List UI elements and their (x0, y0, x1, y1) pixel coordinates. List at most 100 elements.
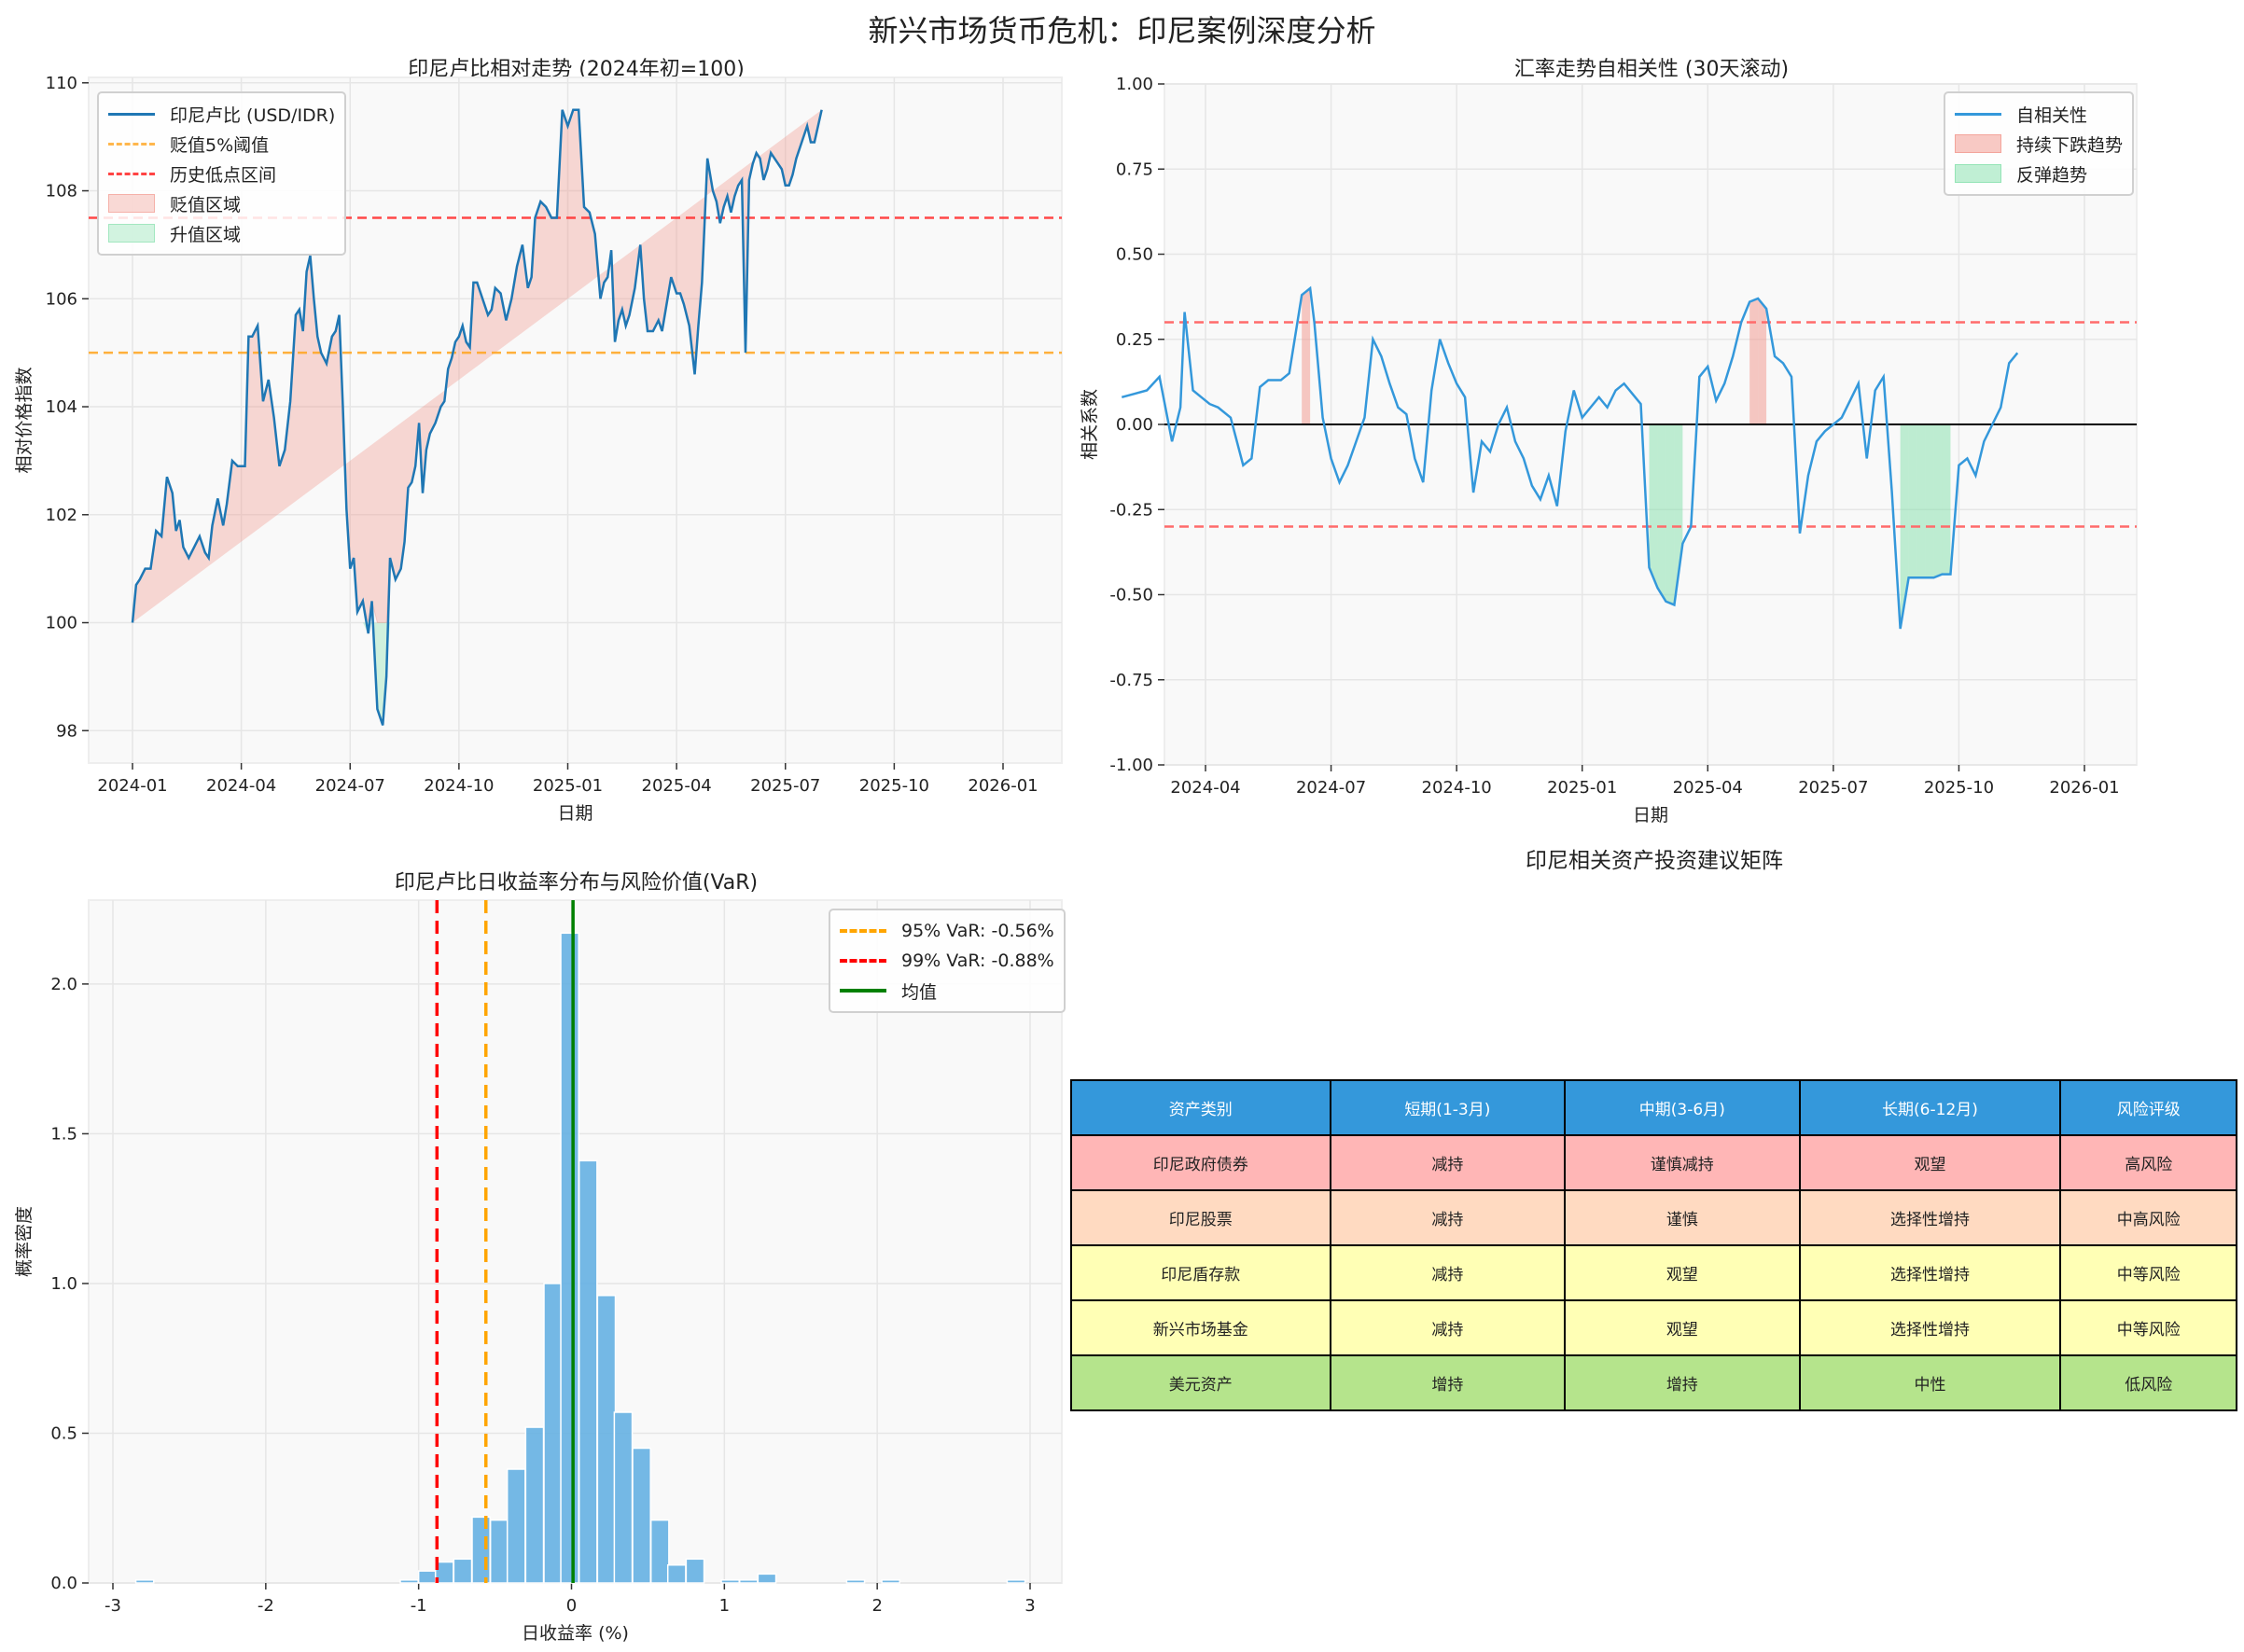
table-cell: 中性 (1798, 1354, 2062, 1411)
legend-label: 95% VaR: -0.56% (901, 921, 1054, 941)
legend-label: 反弹趋势 (2016, 164, 2088, 186)
legend-label: 均值 (901, 981, 938, 1003)
x-tick-label: 2024-01 (97, 776, 167, 796)
legend-label: 印尼卢比 (USD/IDR) (170, 104, 336, 126)
y-tick-label: 0.75 (1116, 160, 1153, 179)
table-cell: 印尼政府债券 (1070, 1134, 1331, 1191)
table-cell: 美元资产 (1070, 1354, 1331, 1411)
histogram-bar (417, 1570, 438, 1584)
x-tick-label: 2024-10 (1422, 778, 1492, 798)
histogram-bar (666, 1563, 687, 1584)
x-tick-label: 2024-07 (1296, 778, 1366, 798)
histogram-bar (524, 1426, 545, 1584)
x-tick-label: 2025-04 (642, 776, 712, 796)
x-tick-label: 2025-01 (1547, 778, 1617, 798)
table-row: 新兴市场基金 减持 观望 选择性增持 中等风险 (1070, 1299, 2237, 1356)
chart-return-distribution: 印尼卢比日收益率分布与风险价值(VaR) -3 -2 -1 0 1 2 3 0.0 0.5 1.0… (0, 858, 1073, 1652)
x-tick-label: 2 (871, 1596, 882, 1616)
histogram-bar (1006, 1579, 1026, 1584)
table-cell: 高风险 (2059, 1134, 2237, 1191)
y-tick-label: 0.50 (1116, 245, 1153, 265)
legend-item: 历史低点区间 (108, 159, 335, 188)
table-cell: 减持 (1329, 1134, 1567, 1191)
table-header-cell: 短期(1-3月) (1329, 1079, 1567, 1136)
histogram-bar (738, 1579, 759, 1584)
chart-title: 汇率走势自相关性 (30天滚动) (1513, 58, 1790, 81)
x-axis-label: 日收益率 (%) (522, 1623, 629, 1644)
y-tick-label: 1.0 (50, 1274, 77, 1294)
x-tick-label: 2025-07 (1798, 778, 1868, 798)
x-tick-label: 2024-04 (206, 776, 276, 796)
chart-autocorrelation: 汇率走势自相关性 (30天滚动) 2024-04 2024-07 2024-10 20… (1073, 47, 2244, 840)
table-cell: 低风险 (2059, 1354, 2237, 1411)
table-row: 印尼政府债券 减持 谨慎减持 观望 高风险 (1070, 1134, 2237, 1191)
table-cell: 谨慎 (1564, 1189, 1801, 1246)
x-tick-label: 2024-04 (1170, 778, 1240, 798)
histogram-bar (720, 1579, 740, 1584)
y-tick-label: 102 (46, 506, 77, 525)
x-tick-label: 2025-01 (533, 776, 603, 796)
legend-item: 印尼卢比 (USD/IDR) (108, 99, 335, 129)
y-axis-label: 相对价格指数 (14, 367, 35, 473)
x-tick-label: 2026-01 (968, 776, 1038, 796)
histogram-bar (399, 1579, 419, 1584)
histogram-bar (881, 1579, 901, 1584)
x-tick-label: 1 (719, 1596, 730, 1616)
investment-matrix-table: 资产类别 短期(1-3月) 中期(3-6月) 长期(6-12月) 风险评级 印尼政府债券减… (1070, 1079, 2237, 1411)
legend-swatch (108, 142, 155, 146)
legend-label: 贬值5%阈值 (170, 134, 270, 156)
table-cell: 观望 (1798, 1134, 2062, 1191)
table-cell: 增持 (1329, 1354, 1567, 1411)
histogram-bar (578, 1159, 598, 1584)
histogram-bar (757, 1573, 777, 1584)
table-cell: 减持 (1329, 1244, 1567, 1301)
table-cell: 谨慎减持 (1564, 1134, 1801, 1191)
x-tick-label: 3 (1024, 1596, 1035, 1616)
table-header-row: 资产类别 短期(1-3月) 中期(3-6月) 长期(6-12月) 风险评级 (1070, 1079, 2237, 1136)
y-tick-label: 110 (46, 74, 77, 93)
x-tick-label: -2 (258, 1596, 274, 1616)
table-cell: 选择性增持 (1798, 1299, 2062, 1356)
histogram-bar (845, 1579, 866, 1584)
line-chart-2: 2024-04 2024-07 2024-10 2025-01 2025-04 2025-… (1080, 75, 2138, 826)
legend-swatch (1955, 164, 2001, 183)
x-tick-label: -1 (411, 1596, 427, 1616)
y-tick-label: 0.0 (50, 1574, 77, 1593)
table-row: 印尼盾存款 减持 观望 选择性增持 中等风险 (1070, 1244, 2237, 1301)
table-header-cell: 资产类别 (1070, 1079, 1331, 1136)
legend-swatch (1955, 134, 2001, 153)
y-tick-label: 0.00 (1116, 415, 1153, 435)
table-cell: 观望 (1564, 1244, 1801, 1301)
legend-label: 持续下跌趋势 (2016, 134, 2124, 156)
x-tick-label: 2025-04 (1673, 778, 1743, 798)
histogram-bar (596, 1295, 617, 1584)
histogram-bar (649, 1519, 670, 1584)
y-axis-label: 概率密度 (14, 1206, 35, 1277)
chart-legend: 印尼卢比 (USD/IDR) 贬值5%阈值 历史低点区间 贬值区域 升值区域 (97, 91, 347, 256)
x-tick-label: 2024-10 (424, 776, 494, 796)
legend-item: 贬值区域 (108, 188, 335, 218)
x-tick-label: 0 (566, 1596, 577, 1616)
legend-item: 99% VaR: -0.88% (840, 946, 1054, 976)
table-cell: 中等风险 (2059, 1244, 2237, 1301)
table-cell: 印尼股票 (1070, 1189, 1331, 1246)
y-tick-label: 104 (46, 397, 77, 417)
y-tick-label: -0.25 (1109, 500, 1153, 520)
y-tick-label: 108 (46, 182, 77, 201)
table-header-cell: 中期(3-6月) (1564, 1079, 1801, 1136)
y-tick-label: -1.00 (1109, 756, 1153, 775)
table-row: 美元资产 增持 增持 中性 低风险 (1070, 1354, 2237, 1411)
matrix-title: 印尼相关资产投资建议矩阵 (1526, 849, 1783, 873)
x-tick-label: 2025-10 (1924, 778, 1994, 798)
y-tick-label: 98 (56, 721, 77, 741)
histogram-bar (632, 1447, 651, 1584)
histogram-bar (453, 1558, 473, 1584)
legend-item: 均值 (840, 976, 1054, 1006)
legend-swatch (108, 112, 155, 116)
legend-item: 贬值5%阈值 (108, 129, 335, 159)
legend-swatch (108, 172, 155, 175)
table-cell: 选择性增持 (1798, 1189, 2062, 1246)
legend-label: 历史低点区间 (170, 164, 277, 186)
histogram-bar (506, 1468, 526, 1584)
y-tick-label: 100 (46, 614, 77, 633)
